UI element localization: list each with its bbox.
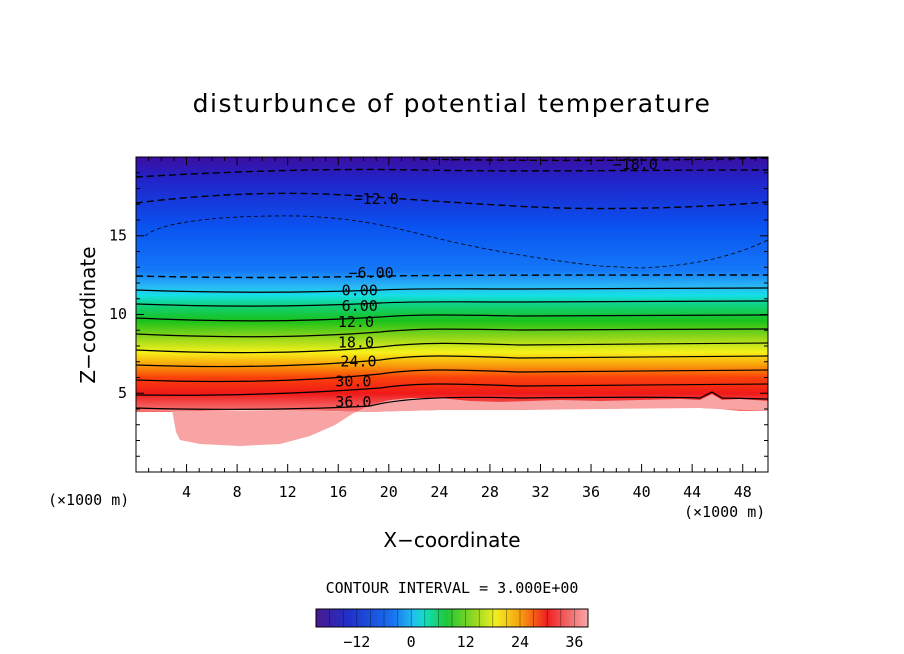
- contour-label: −12.0: [354, 190, 399, 208]
- colorbar-tick-label: −12: [343, 633, 370, 651]
- contour-label: −6.00: [349, 264, 394, 282]
- x-tick-labels: 4 8 12 16 20 24 28 32 36 40 44 48: [182, 483, 752, 501]
- x-tick-label: 24: [430, 483, 448, 501]
- colorbar-tick-label: 36: [565, 633, 583, 651]
- contour-interval-text: CONTOUR INTERVAL = 3.000E+00: [326, 579, 579, 597]
- contour-lines-positive: [136, 287, 768, 410]
- colorbar-tick-label: 12: [457, 633, 475, 651]
- colorbar: −12 0 12 24 36: [315, 608, 589, 651]
- y-tick-label: 15: [109, 226, 127, 244]
- x-unit-left: (×1000 m): [48, 491, 129, 509]
- contour-label: 12.0: [338, 313, 374, 331]
- y-tick-label: 10: [109, 305, 127, 323]
- contour-label: 18.0: [338, 333, 374, 351]
- x-tick-label: 36: [582, 483, 600, 501]
- x-tick-label: 40: [633, 483, 651, 501]
- colorbar-levels: [329, 609, 575, 627]
- lowlevel-warm-pool: [136, 394, 768, 446]
- x-tick-label: 4: [182, 483, 191, 501]
- colorbar-frame: [315, 608, 589, 628]
- x-tick-label: 28: [481, 483, 499, 501]
- x-unit-right: (×1000 m): [684, 503, 765, 521]
- colorbar-tick-label: 0: [407, 633, 416, 651]
- contour-label: 24.0: [340, 352, 376, 370]
- x-tick-label: 8: [233, 483, 242, 501]
- x-tick-label: 48: [734, 483, 752, 501]
- x-tick-label: 32: [531, 483, 549, 501]
- x-tick-label: 12: [279, 483, 297, 501]
- chart-title: disturbunce of potential temperature: [193, 89, 712, 118]
- contour-labels: −18.0 −12.0 −6.00 0.00 6.00 12.0 18.0 24…: [335, 155, 658, 411]
- plot-area: [136, 157, 768, 472]
- contour-label: −18.0: [613, 155, 658, 173]
- colorbar-tick-label: 24: [511, 633, 529, 651]
- x-tick-label: 20: [380, 483, 398, 501]
- contour-label: 36.0: [335, 393, 371, 411]
- contour-label: 30.0: [335, 373, 371, 391]
- y-axis-label: Z−coordinate: [76, 246, 100, 383]
- contour-label: 6.00: [342, 297, 378, 315]
- x-tick-label: 44: [683, 483, 701, 501]
- axis-ticks: [136, 157, 768, 472]
- y-tick-label: 5: [118, 384, 127, 402]
- contour-label: 0.00: [342, 281, 378, 299]
- x-tick-label: 16: [329, 483, 347, 501]
- y-tick-labels: 5 10 15: [109, 226, 127, 402]
- x-axis-label: X−coordinate: [383, 528, 520, 552]
